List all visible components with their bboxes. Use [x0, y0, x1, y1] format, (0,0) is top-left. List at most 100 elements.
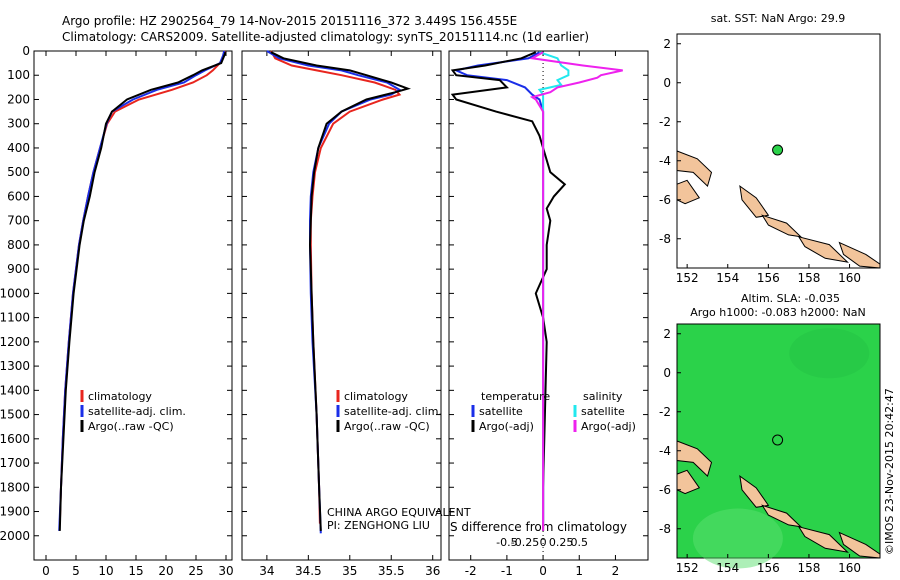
- land-mass: [797, 526, 850, 553]
- pi-institution-text: CHINA ARGO EQUIVALENT: [327, 506, 471, 519]
- depth-tick-label: 0: [22, 44, 30, 58]
- sal-diff-tick-label: -0.25: [511, 536, 539, 549]
- land-mass: [676, 179, 701, 205]
- map-sla-lon-label: 156: [757, 561, 780, 575]
- argo-float-marker: [772, 144, 784, 156]
- depth-tick-label: 1000: [0, 286, 30, 300]
- map-sla-lon-label: 160: [838, 561, 861, 575]
- depth-tick-label: 700: [7, 214, 30, 228]
- depth-tick-label: 900: [7, 262, 30, 276]
- sal-diff-tick-label: 0: [540, 536, 547, 549]
- legend-title-salinity: salinity: [583, 390, 623, 403]
- map-sla-lon-label: 154: [716, 561, 739, 575]
- map-sla-lat-label: -6: [659, 483, 671, 497]
- difference-xtick-label: 0: [539, 564, 547, 578]
- salinity-xtick-label: 35: [342, 564, 357, 578]
- temperature-xtick-label: 5: [72, 564, 80, 578]
- temperature-xtick-label: 30: [218, 564, 233, 578]
- salinity-xtick-label: 34.5: [295, 564, 322, 578]
- depth-tick-label: 500: [7, 165, 30, 179]
- temperature-xtick-label: 10: [98, 564, 113, 578]
- depth-tick-label: 400: [7, 141, 30, 155]
- depth-tick-label: 1800: [0, 480, 30, 494]
- diff-legend-label: satellite: [479, 405, 523, 418]
- map-sst-lon-label: 158: [797, 271, 820, 285]
- sal-diff-tick-label: 0.25: [549, 536, 574, 549]
- difference-xtick-label: -2: [465, 564, 477, 578]
- map-sla-lat-label: 0: [663, 366, 671, 380]
- depth-tick-label: 1100: [0, 311, 30, 325]
- depth-tick-label: 1600: [0, 432, 30, 446]
- map-sst-lat-label: -2: [659, 115, 671, 129]
- salinity-xtick-label: 36: [425, 564, 440, 578]
- sal-diff-tick-label: -0.5: [496, 536, 517, 549]
- sla-map-title: Altim. SLA: -0.035: [741, 292, 840, 305]
- salinity-xtick-label: 35.5: [378, 564, 405, 578]
- salinity-legend-label: satellite-adj. clim.: [344, 405, 442, 418]
- map-sla-lat-label: -4: [659, 444, 671, 458]
- difference-plot-frame: [448, 50, 649, 561]
- map-sst-lat-label: -8: [659, 232, 671, 246]
- pi-name-text: PI: ZENGHONG LIU: [327, 519, 430, 532]
- temperature-plot-frame: [33, 50, 233, 561]
- sla-light-patch: [692, 508, 783, 569]
- depth-tick-label: 1700: [0, 456, 30, 470]
- salinity-legend-label: climatology: [344, 390, 408, 403]
- sla-dark-patch: [789, 328, 870, 379]
- depth-tick-label: 300: [7, 117, 30, 131]
- diff-legend-label: Argo(-adj): [581, 420, 636, 433]
- land-mass: [676, 150, 713, 188]
- sla-map-subtitle: Argo h1000: -0.083 h2000: NaN: [690, 306, 866, 319]
- difference-xtick-label: 2: [612, 564, 620, 578]
- temperature-xtick-label: 20: [158, 564, 173, 578]
- land-mass: [676, 469, 701, 495]
- diff-legend-label: satellite: [581, 405, 625, 418]
- map-sla-lat-label: -8: [659, 522, 671, 536]
- depth-tick-label: 800: [7, 238, 30, 252]
- salinity-plot-frame: [241, 50, 442, 561]
- difference-xtick-label: -1: [501, 564, 513, 578]
- depth-tick-label: 1200: [0, 335, 30, 349]
- land-mass: [761, 214, 803, 238]
- depth-tick-label: 1300: [0, 359, 30, 373]
- diff-legend-label: Argo(-adj): [479, 420, 534, 433]
- difference-xtick-label: 1: [575, 564, 583, 578]
- sal-diff-xlabel: S difference from climatology: [450, 520, 627, 534]
- argo-float-marker: [772, 434, 784, 446]
- land-mass: [838, 241, 881, 269]
- land-mass: [676, 440, 713, 478]
- temperature-legend-label: climatology: [88, 390, 152, 403]
- map-sst-lat-label: -6: [659, 193, 671, 207]
- temperature-legend-label: Argo(..raw -QC): [88, 420, 174, 433]
- map-sla-lat-label: 2: [663, 327, 671, 341]
- legend-title-temperature: temperature: [481, 390, 550, 403]
- difference-series-line-1: [450, 51, 567, 531]
- land-mass: [797, 236, 850, 263]
- sst-map-title: sat. SST: NaN Argo: 29.9: [711, 12, 845, 25]
- map-sst-lon-label: 154: [716, 271, 739, 285]
- temperature-legend-label: satellite-adj. clim.: [88, 405, 186, 418]
- salinity-xtick-label: 34: [259, 564, 274, 578]
- temperature-xtick-label: 25: [188, 564, 203, 578]
- map-sst-lat-label: -4: [659, 154, 671, 168]
- imos-credit-text: ©IMOS 23-Nov-2015 20:42:47: [883, 388, 896, 555]
- map-sst-lat-label: 2: [663, 37, 671, 51]
- depth-tick-label: 1400: [0, 383, 30, 397]
- map-sst-lon-label: 160: [838, 271, 861, 285]
- depth-tick-label: 1900: [0, 505, 30, 519]
- map-sst-lon-label: 156: [757, 271, 780, 285]
- depth-tick-label: 200: [7, 92, 30, 106]
- difference-series-line-3: [529, 51, 623, 531]
- depth-tick-label: 2000: [0, 529, 30, 543]
- map-sla-lat-label: -2: [659, 405, 671, 419]
- salinity-series-line-2: [270, 51, 412, 531]
- map-sla-lon-label: 158: [797, 561, 820, 575]
- depth-tick-label: 1500: [0, 408, 30, 422]
- land-mass: [838, 531, 881, 559]
- land-mass: [739, 185, 770, 218]
- map-sst-lon-label: 152: [676, 271, 699, 285]
- land-mass: [739, 475, 770, 508]
- map-sla-lon-label: 152: [676, 561, 699, 575]
- salinity-legend-label: Argo(..raw -QC): [344, 420, 430, 433]
